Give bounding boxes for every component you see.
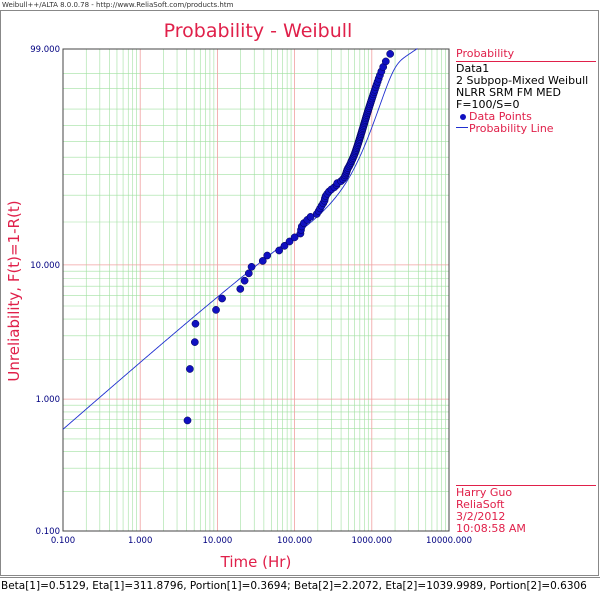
point-marker-icon xyxy=(460,113,466,120)
minor-grid xyxy=(63,49,449,531)
x-axis-label: Time (Hr) xyxy=(220,553,292,571)
data-point xyxy=(258,257,267,265)
data-point xyxy=(263,251,272,260)
x-tick-label: 1.000 xyxy=(128,536,152,546)
info-date: 3/2/2012 xyxy=(456,510,506,523)
data-point xyxy=(306,213,315,221)
data-point xyxy=(191,319,200,328)
data-point xyxy=(386,50,395,58)
legend-points-entry: Data Points xyxy=(456,111,596,123)
legend-counts: F=100/S=0 xyxy=(456,98,520,111)
info-divider xyxy=(456,485,596,486)
axis-ticks: 0.100 1.000 10.000 100.000 1000.000 10000.000… xyxy=(30,45,472,546)
y-tick-label: 0.100 xyxy=(36,527,60,537)
data-point xyxy=(183,416,192,425)
legend: Probability Data1 2 Subpop-Mixed Weibull… xyxy=(456,48,596,135)
data-point xyxy=(240,276,249,285)
window-title-bar: Weibull++/ALTA 8.0.0.78 - http://www.Rel… xyxy=(0,0,600,10)
y-tick-label: 1.000 xyxy=(36,395,60,405)
info-user: Harry Guo xyxy=(456,486,513,499)
data-point xyxy=(244,269,253,278)
legend-method: NLRR SRM FM MED xyxy=(456,86,561,99)
major-grid xyxy=(62,48,450,532)
probability-line-path xyxy=(62,48,418,430)
data-point xyxy=(381,57,390,66)
info-time: 10:08:58 AM xyxy=(456,522,526,535)
legend-header: Probability xyxy=(456,47,515,60)
chart-title: Probability - Weibull xyxy=(164,20,353,42)
chart-frame xyxy=(0,10,599,576)
data-point xyxy=(218,294,226,303)
legend-model: 2 Subpop-Mixed Weibull xyxy=(456,74,589,87)
y-tick-label: 10.000 xyxy=(30,261,60,271)
data-point xyxy=(212,306,220,314)
legend-dataset: Data1 xyxy=(456,62,490,75)
x-tick-label: 1000.000 xyxy=(352,536,393,546)
legend-points-label: Data Points xyxy=(469,110,532,123)
data-point xyxy=(190,338,199,346)
data-point xyxy=(236,285,245,293)
data-point xyxy=(186,365,194,373)
probability-line xyxy=(62,48,418,430)
data-points xyxy=(183,50,395,425)
info-company: ReliaSoft xyxy=(456,498,505,511)
x-tick-label: 100.000 xyxy=(277,536,312,546)
legend-line-label: Probability Line xyxy=(469,122,554,135)
footer-parameters: Beta[1]=0.5129, Eta[1]=311.8796, Portion… xyxy=(1,580,587,592)
x-tick-label: 10.000 xyxy=(203,536,233,546)
y-axis-label: Unreliability, F(t)=1-R(t) xyxy=(5,200,23,381)
data-point xyxy=(290,233,299,242)
window-title: Weibull++/ALTA 8.0.0.78 - http://www.Rel… xyxy=(2,1,234,9)
x-tick-label: 10000.000 xyxy=(426,536,472,546)
data-point xyxy=(247,262,256,271)
info-box: Harry Guo ReliaSoft 3/2/2012 10:08:58 AM xyxy=(456,485,596,535)
parameter-footer: Beta[1]=0.5129, Eta[1]=311.8796, Portion… xyxy=(0,577,600,593)
data-point xyxy=(280,241,289,250)
y-tick-label: 99.000 xyxy=(30,45,60,55)
data-point xyxy=(275,246,283,255)
plot-area-border xyxy=(62,48,450,532)
x-tick-label: 0.100 xyxy=(51,536,75,546)
data-point xyxy=(285,237,294,246)
legend-divider xyxy=(456,61,596,62)
line-marker-icon xyxy=(456,127,468,128)
legend-line-entry: Probability Line xyxy=(456,123,596,135)
